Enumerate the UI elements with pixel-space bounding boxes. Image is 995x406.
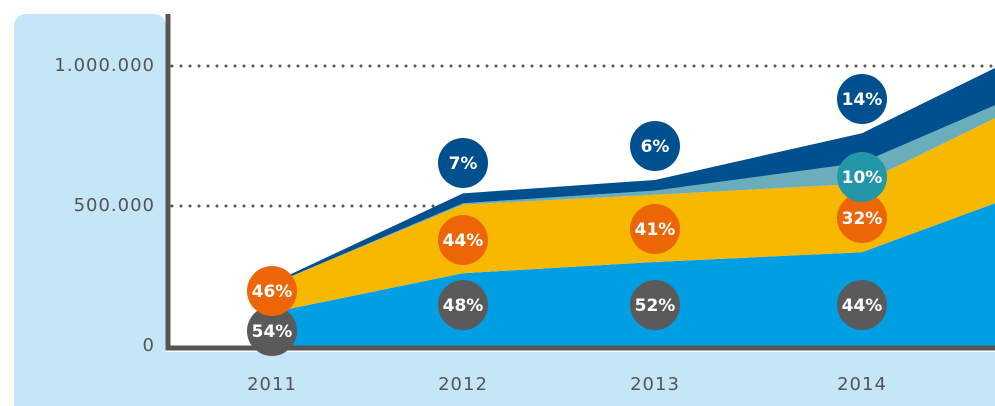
share-label: 44%	[842, 296, 883, 316]
share-label: 54%	[252, 322, 293, 342]
share-label: 10%	[842, 168, 883, 188]
y-tick-label: 500.000	[74, 195, 155, 216]
share-label: 6%	[641, 137, 670, 157]
share-badge	[837, 280, 887, 330]
share-badge	[630, 204, 680, 254]
share-badge	[247, 266, 297, 316]
x-tick-label: 2011	[247, 374, 297, 395]
area	[272, 118, 995, 313]
y-tick-label: 1.000.000	[54, 55, 155, 76]
share-label: 44%	[443, 231, 484, 251]
share-badge	[630, 280, 680, 330]
x-tick-label: 2013	[630, 374, 680, 395]
share-badge	[438, 280, 488, 330]
labels: 0 500.000 1.000.000 2011 2012 2013 2014 54% 48% 5…	[54, 55, 887, 395]
share-badge	[630, 121, 680, 171]
x-tick-label: 2012	[438, 374, 488, 395]
area	[272, 105, 995, 285]
share-badge	[247, 306, 297, 356]
share-badge	[837, 74, 887, 124]
share-badge	[438, 138, 488, 188]
share-badge	[837, 152, 887, 202]
share-label: 14%	[842, 90, 883, 110]
x-axis-band	[14, 352, 995, 406]
share-label: 48%	[443, 296, 484, 316]
y-tick-label: 0	[143, 335, 155, 356]
share-badge	[837, 193, 887, 243]
y-axis-panel	[14, 14, 166, 406]
share-label: 41%	[635, 220, 676, 240]
share-badge	[438, 215, 488, 265]
share-label: 46%	[252, 282, 293, 302]
share-label: 32%	[842, 209, 883, 229]
share-label: 7%	[449, 154, 478, 174]
x-tick-label: 2014	[837, 374, 887, 395]
share-label: 52%	[635, 296, 676, 316]
